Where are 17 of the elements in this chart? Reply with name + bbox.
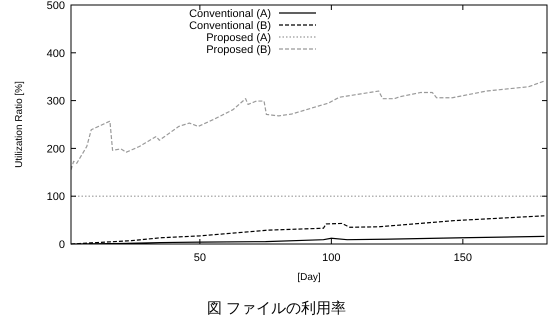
x-tick-label: 50 xyxy=(194,252,206,264)
y-tick-label: 200 xyxy=(46,143,65,156)
x-tick-label: 150 xyxy=(454,252,472,264)
y-tick-label: 500 xyxy=(46,0,65,12)
legend-label: Conventional (B) xyxy=(189,20,271,32)
legend-label: Proposed (A) xyxy=(206,32,271,44)
y-tick-label: 0 xyxy=(58,239,65,251)
line-series xyxy=(70,80,545,171)
text: 図 ファイルの利用率 xyxy=(206,300,346,317)
legend-label: Proposed (B) xyxy=(206,44,271,56)
y-tick-label: 300 xyxy=(46,96,65,108)
y-tick-label: 400 xyxy=(46,48,65,60)
y-tick-label: 100 xyxy=(46,191,65,204)
legend-label: Conventional (A) xyxy=(189,8,271,20)
x-tick-label: 100 xyxy=(322,252,341,264)
x-axis-title: [Day] xyxy=(297,272,321,283)
y-axis-title: Utilization Ratio [%] xyxy=(14,80,25,168)
